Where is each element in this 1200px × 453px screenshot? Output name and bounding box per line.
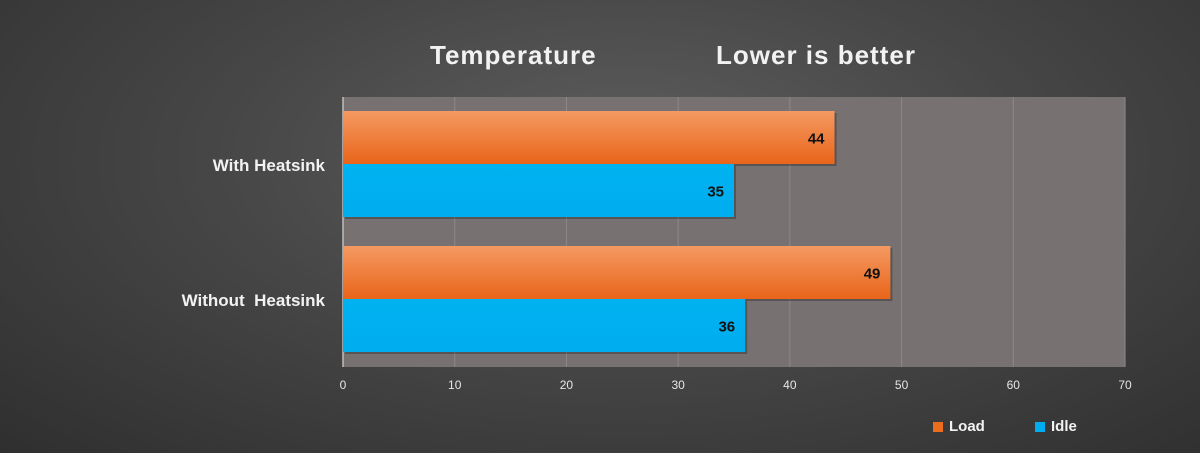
x-tick-label: 60 [1007,378,1021,392]
bar-idle [343,164,734,217]
category-label: Without Heatsink [182,291,326,310]
x-tick-label: 10 [448,378,462,392]
legend-label-load: Load [949,418,985,435]
bar-idle [343,299,746,352]
data-label: 36 [718,319,735,336]
data-label: 35 [707,184,724,201]
legend-swatch-idle [1035,421,1045,432]
x-tick-label: 70 [1118,378,1132,392]
x-tick-label: 0 [340,378,347,392]
bar-load [343,111,835,164]
bar-load [343,246,891,299]
chart-title: Temperature [430,40,597,70]
category-label: With Heatsink [213,156,326,175]
legend-swatch-load [933,421,943,432]
x-tick-label: 40 [783,378,797,392]
x-tick-label: 50 [895,378,909,392]
legend-label-idle: Idle [1051,418,1077,435]
x-tick-label: 30 [671,378,685,392]
data-label: 44 [808,131,825,148]
x-tick-label: 20 [560,378,574,392]
legend-item-load: Load [933,418,985,435]
data-label: 49 [864,266,881,283]
chart-subtitle: Lower is better [716,40,916,70]
legend-item-idle: Idle [1035,418,1077,435]
